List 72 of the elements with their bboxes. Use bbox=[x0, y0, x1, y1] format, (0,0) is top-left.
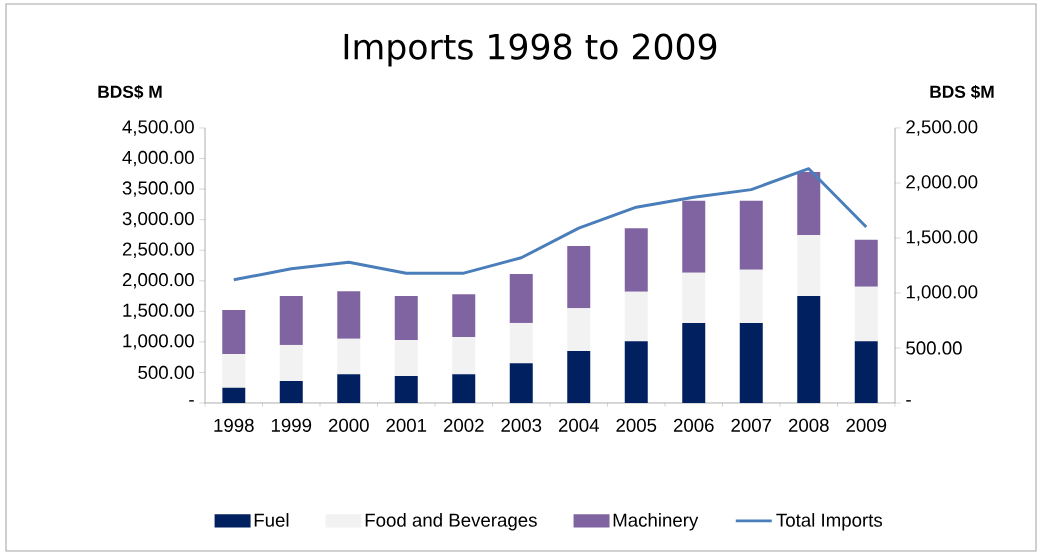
bar bbox=[394, 296, 418, 341]
y-tick-label: - bbox=[189, 400, 194, 402]
y-tick-label: 4,000.00 bbox=[122, 150, 194, 167]
y-tick-label: 3,500.00 bbox=[122, 181, 194, 197]
x-tick-label: 2007 bbox=[731, 418, 772, 432]
y-tick-label: 1,000.00 bbox=[123, 334, 194, 350]
bar bbox=[509, 274, 533, 323]
bar bbox=[452, 294, 476, 337]
y2-axis-title: BDS $M bbox=[930, 84, 994, 100]
legend-label: Total Imports bbox=[776, 513, 883, 531]
bar bbox=[337, 291, 361, 339]
bar bbox=[682, 322, 706, 403]
bar bbox=[624, 341, 648, 403]
x-tick-label: 2000 bbox=[328, 418, 369, 432]
y-tick-label: 3,000.00 bbox=[122, 211, 194, 228]
chart-title: Imports 1998 to 2009 bbox=[344, 33, 717, 67]
x-tick-label: 2001 bbox=[386, 418, 427, 432]
bar bbox=[797, 296, 821, 403]
legend-label: Machinery bbox=[613, 513, 699, 531]
x-tick-label: 1998 bbox=[214, 418, 254, 432]
y-axis-title: BDS$ M bbox=[98, 84, 162, 100]
y-tick-label: 1,500.00 bbox=[123, 303, 194, 320]
bar bbox=[222, 387, 246, 403]
line-series bbox=[232, 167, 868, 282]
bar bbox=[222, 354, 246, 388]
y2-tick-label: 500.00 bbox=[906, 341, 962, 355]
y2-tick-label: - bbox=[906, 400, 911, 402]
bar bbox=[337, 338, 361, 375]
bar bbox=[567, 245, 591, 309]
bar bbox=[567, 351, 591, 403]
legend-label: Food and Beverages bbox=[365, 513, 537, 531]
x-tick-label: 2009 bbox=[846, 418, 887, 432]
bar bbox=[797, 171, 821, 235]
y2-tick-label: 1,000.00 bbox=[906, 285, 978, 301]
x-tick-label: 2003 bbox=[501, 418, 542, 432]
x-tick-label: 2002 bbox=[443, 418, 484, 432]
x-tick-label: 2005 bbox=[616, 418, 657, 432]
bar bbox=[567, 308, 591, 352]
x-tick-label: 2004 bbox=[558, 418, 599, 432]
bar bbox=[854, 341, 878, 403]
y-tick-label: 2,500.00 bbox=[122, 242, 194, 258]
x-tick-label: 1999 bbox=[271, 418, 312, 432]
bar bbox=[222, 310, 246, 355]
bar bbox=[394, 340, 418, 377]
bar bbox=[682, 272, 706, 323]
bar bbox=[452, 374, 476, 403]
bar bbox=[624, 228, 648, 292]
bar bbox=[682, 200, 706, 273]
y-tick-label: 500.00 bbox=[138, 365, 194, 380]
y2-tick-label: 1,500.00 bbox=[906, 230, 978, 246]
y2-tick-label: 2,500.00 bbox=[906, 120, 978, 136]
bar bbox=[279, 380, 303, 403]
bar bbox=[739, 322, 763, 403]
y-tick-label: 4,500.00 bbox=[122, 120, 194, 136]
bar bbox=[624, 291, 648, 342]
x-tick-label: 2008 bbox=[788, 418, 829, 432]
bar bbox=[739, 200, 763, 270]
bar bbox=[509, 322, 533, 364]
bar bbox=[854, 286, 878, 342]
y2-tick-label: 2,000.00 bbox=[906, 175, 978, 191]
bar bbox=[854, 239, 878, 287]
legend-label: Fuel bbox=[254, 513, 289, 527]
bar bbox=[452, 336, 476, 375]
y-tick-label: 2,000.00 bbox=[122, 273, 194, 289]
bar bbox=[509, 363, 533, 403]
bar bbox=[337, 374, 361, 403]
bar bbox=[394, 376, 418, 403]
bar bbox=[797, 234, 821, 297]
x-tick-label: 2006 bbox=[673, 418, 714, 432]
bar bbox=[279, 344, 303, 381]
bar bbox=[279, 296, 303, 345]
bar bbox=[739, 269, 763, 323]
